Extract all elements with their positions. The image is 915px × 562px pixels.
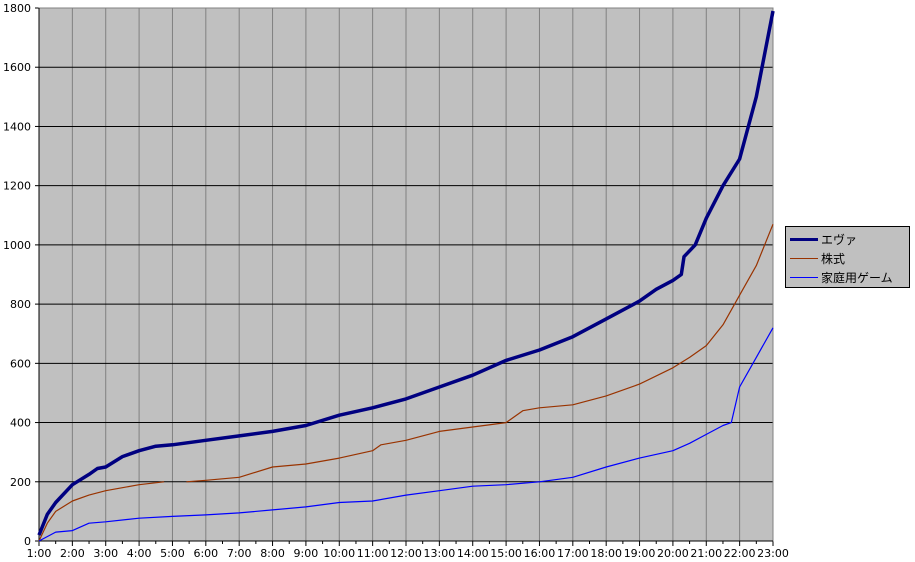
y-tick-label: 1600: [3, 61, 31, 74]
x-tick-label: 16:00: [524, 547, 556, 560]
x-tick-label: 7:00: [227, 547, 252, 560]
legend-swatch-stocks: [790, 258, 818, 259]
y-tick-label: 0: [24, 535, 31, 548]
x-tick-label: 15:00: [490, 547, 522, 560]
x-tick-label: 20:00: [657, 547, 689, 560]
x-tick-label: 4:00: [127, 547, 152, 560]
y-tick-label: 400: [10, 417, 31, 430]
legend-label: 家庭用ゲーム: [821, 271, 893, 285]
x-tick-label: 10:00: [323, 547, 355, 560]
x-tick-label: 17:00: [557, 547, 589, 560]
legend-label: 株式: [821, 252, 846, 266]
x-tick-label: 11:00: [357, 547, 389, 560]
x-tick-label: 1:00: [27, 547, 52, 560]
x-tick-label: 19:00: [624, 547, 656, 560]
y-tick-label: 200: [10, 476, 31, 489]
y-tick-label: 1000: [3, 239, 31, 252]
series-eva-line: [37, 10, 775, 536]
x-tick-label: 12:00: [390, 547, 422, 560]
x-tick-label: 2:00: [60, 547, 85, 560]
x-tick-label: 23:00: [757, 547, 789, 560]
series-stocks-line: [38, 223, 774, 542]
legend-item-eva: エヴァ: [790, 230, 905, 249]
y-tick-label: 1200: [3, 180, 31, 193]
x-tick-label: 22:00: [724, 547, 756, 560]
x-tick-label: 3:00: [93, 547, 118, 560]
x-tick-label: 6:00: [193, 547, 218, 560]
y-tick-label: 1800: [3, 2, 31, 15]
legend: エヴァ 株式 家庭用ゲーム: [785, 226, 910, 288]
y-tick-label: 800: [10, 298, 31, 311]
x-tick-label: 14:00: [457, 547, 489, 560]
x-tick-label: 9:00: [294, 547, 319, 560]
x-tick-label: 8:00: [260, 547, 285, 560]
legend-swatch-games: [790, 277, 818, 278]
legend-label: エヴァ: [821, 233, 858, 247]
x-tick-label: 5:00: [160, 547, 185, 560]
legend-item-stocks: 株式: [790, 249, 905, 268]
y-tick-label: 1400: [3, 120, 31, 133]
x-tick-label: 18:00: [590, 547, 622, 560]
legend-swatch-eva: [790, 238, 818, 241]
x-tick-label: 13:00: [424, 547, 456, 560]
legend-item-games: 家庭用ゲーム: [790, 268, 905, 287]
y-tick-label: 600: [10, 357, 31, 370]
series-games-line: [38, 327, 774, 542]
x-tick-label: 21:00: [690, 547, 722, 560]
